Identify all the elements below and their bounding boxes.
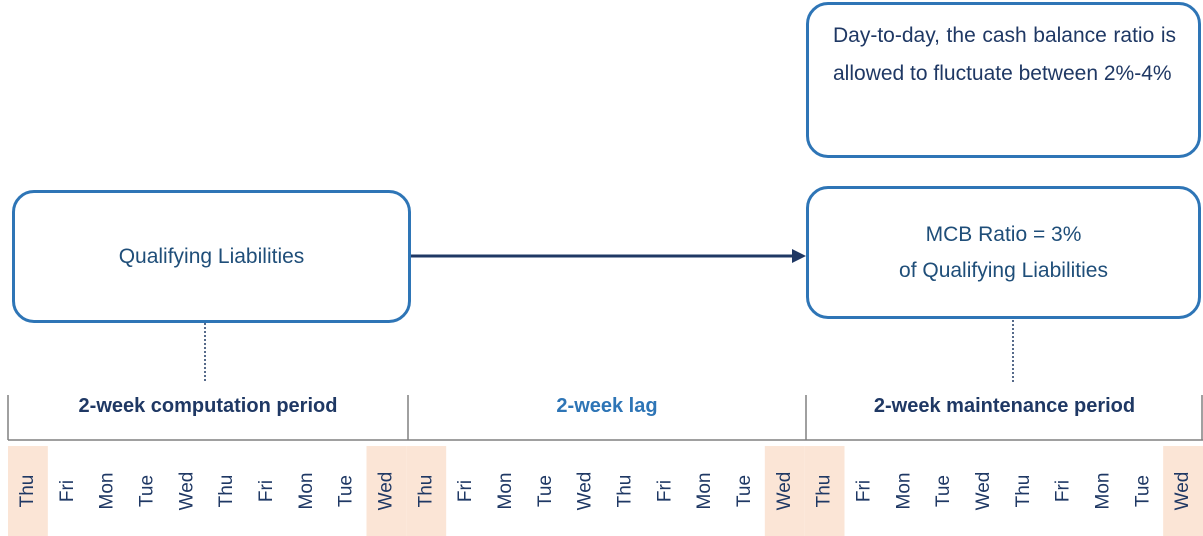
day-label: Tue — [136, 475, 157, 507]
day-label: Mon — [97, 473, 118, 510]
day-highlight — [406, 446, 447, 536]
note-box: Day-to-day, the cash balance ratio is al… — [806, 2, 1201, 158]
arrow-head — [792, 249, 806, 263]
day-label: Thu — [614, 475, 635, 508]
day-label: Wed — [176, 472, 197, 511]
day-label: Tue — [734, 475, 755, 507]
day-label: Fri — [256, 480, 277, 502]
day-label: Wed — [375, 472, 396, 511]
day-label: Fri — [455, 480, 476, 502]
liabilities-box: Qualifying Liabilities — [12, 190, 411, 323]
box-line: of Qualifying Liabilities — [899, 258, 1108, 282]
day-label: Mon — [296, 473, 317, 510]
day-highlight — [366, 446, 407, 536]
day-row: Thu Fri Mon Tue Wed Thu Fri Mon Tue Wed Thu Fri Mon T… — [8, 446, 1203, 536]
day-highlight — [804, 446, 845, 536]
day-label: Fri — [1053, 480, 1074, 502]
box-label: Qualifying Liabilities — [118, 244, 305, 268]
day-label: Tue — [1132, 475, 1153, 507]
day-label: Mon — [694, 473, 715, 510]
day-label: Wed — [575, 472, 596, 511]
period-label: 2-week lag — [556, 395, 658, 417]
day-label: Thu — [216, 475, 237, 508]
ratio-box: MCB Ratio = 3% of Qualifying Liabilities — [806, 186, 1201, 319]
day-label: Wed — [774, 472, 795, 511]
day-label: Fri — [654, 480, 675, 502]
day-label: Mon — [1092, 473, 1113, 510]
day-highlight — [8, 446, 48, 536]
day-label: Tue — [535, 475, 556, 507]
day-label: Thu — [1013, 475, 1034, 508]
period-label: 2-week maintenance period — [873, 395, 1136, 417]
day-label: Tue — [933, 475, 954, 507]
day-label: Wed — [973, 472, 994, 511]
box-line: MCB Ratio = 3% — [925, 222, 1082, 246]
day-label: Tue — [336, 475, 357, 507]
day-label: Mon — [495, 473, 516, 510]
period-label: 2-week computation period — [78, 395, 338, 417]
day-label: Thu — [814, 475, 835, 508]
day-label: Thu — [17, 475, 38, 508]
day-highlight — [764, 446, 805, 536]
day-highlight — [1163, 446, 1203, 536]
day-label: Thu — [415, 475, 436, 508]
day-label: Fri — [853, 480, 874, 502]
note-text: Day-to-day, the cash balance ratio is al… — [833, 24, 1176, 85]
day-label: Fri — [57, 480, 78, 502]
day-label: Wed — [1172, 472, 1193, 511]
day-label: Mon — [893, 473, 914, 510]
